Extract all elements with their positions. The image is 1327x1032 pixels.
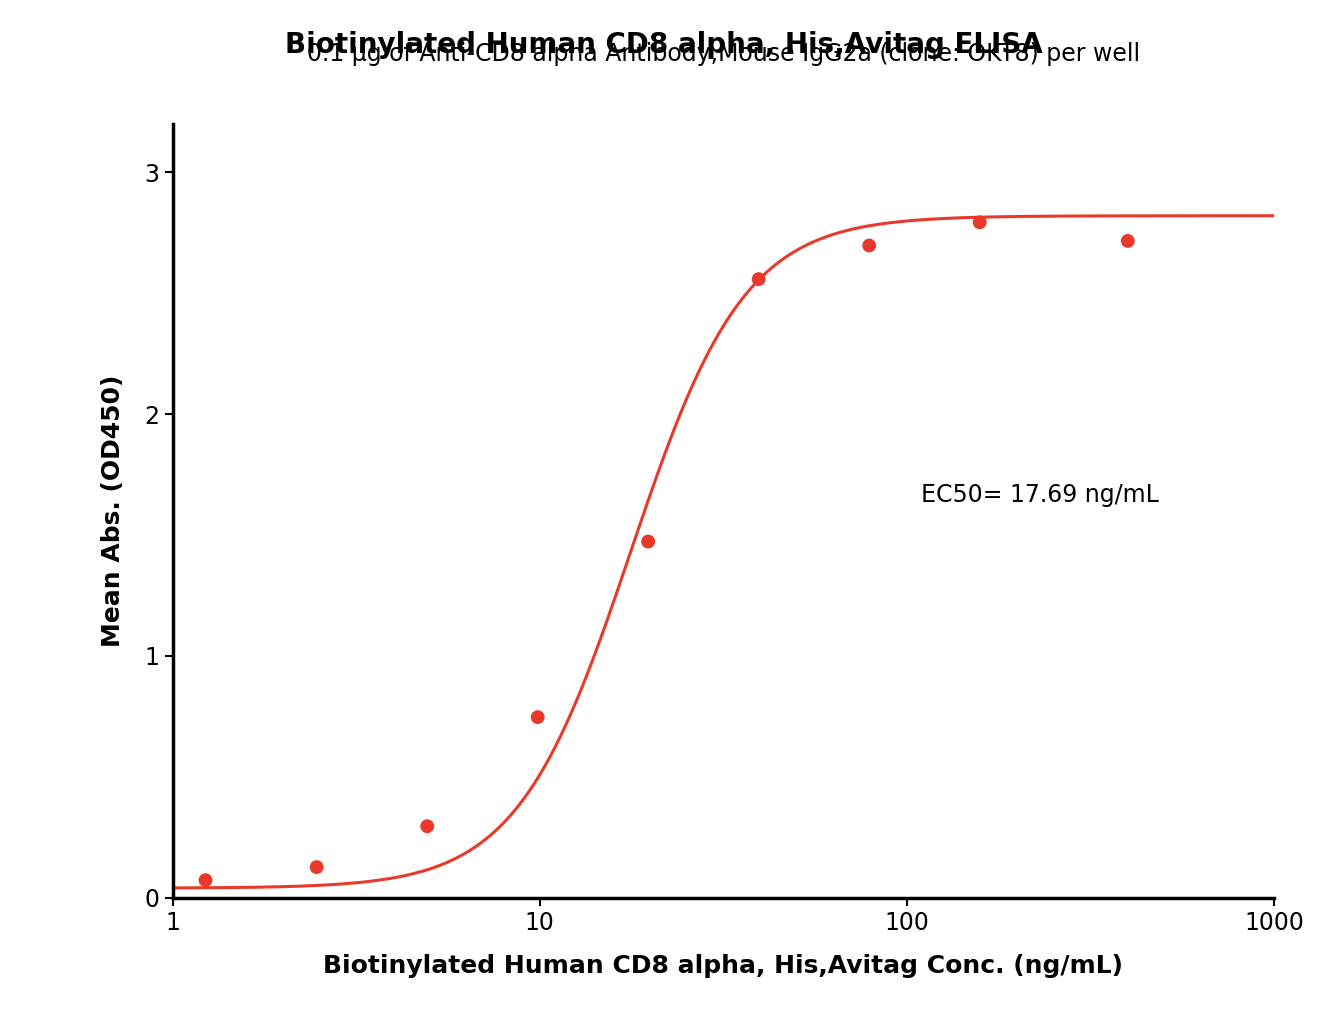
Point xyxy=(195,872,216,889)
Title: 0.1 μg of Anti-CD8 alpha Antibody,Mouse IgG2a (clone: OKT8) per well: 0.1 μg of Anti-CD8 alpha Antibody,Mouse … xyxy=(307,42,1140,66)
Y-axis label: Mean Abs. (OD450): Mean Abs. (OD450) xyxy=(101,375,125,647)
Point xyxy=(307,859,328,875)
X-axis label: Biotinylated Human CD8 alpha, His,Avitag Conc. (ng/mL): Biotinylated Human CD8 alpha, His,Avitag… xyxy=(324,955,1123,978)
Point xyxy=(527,709,548,725)
Point xyxy=(748,270,770,287)
Point xyxy=(417,818,438,835)
Point xyxy=(1117,232,1139,249)
Text: EC50= 17.69 ng/mL: EC50= 17.69 ng/mL xyxy=(921,483,1160,508)
Point xyxy=(859,237,880,254)
Point xyxy=(637,534,658,550)
Text: Biotinylated Human CD8 alpha, His,Avitag ELISA: Biotinylated Human CD8 alpha, His,Avitag… xyxy=(284,31,1043,59)
Point xyxy=(969,214,990,230)
